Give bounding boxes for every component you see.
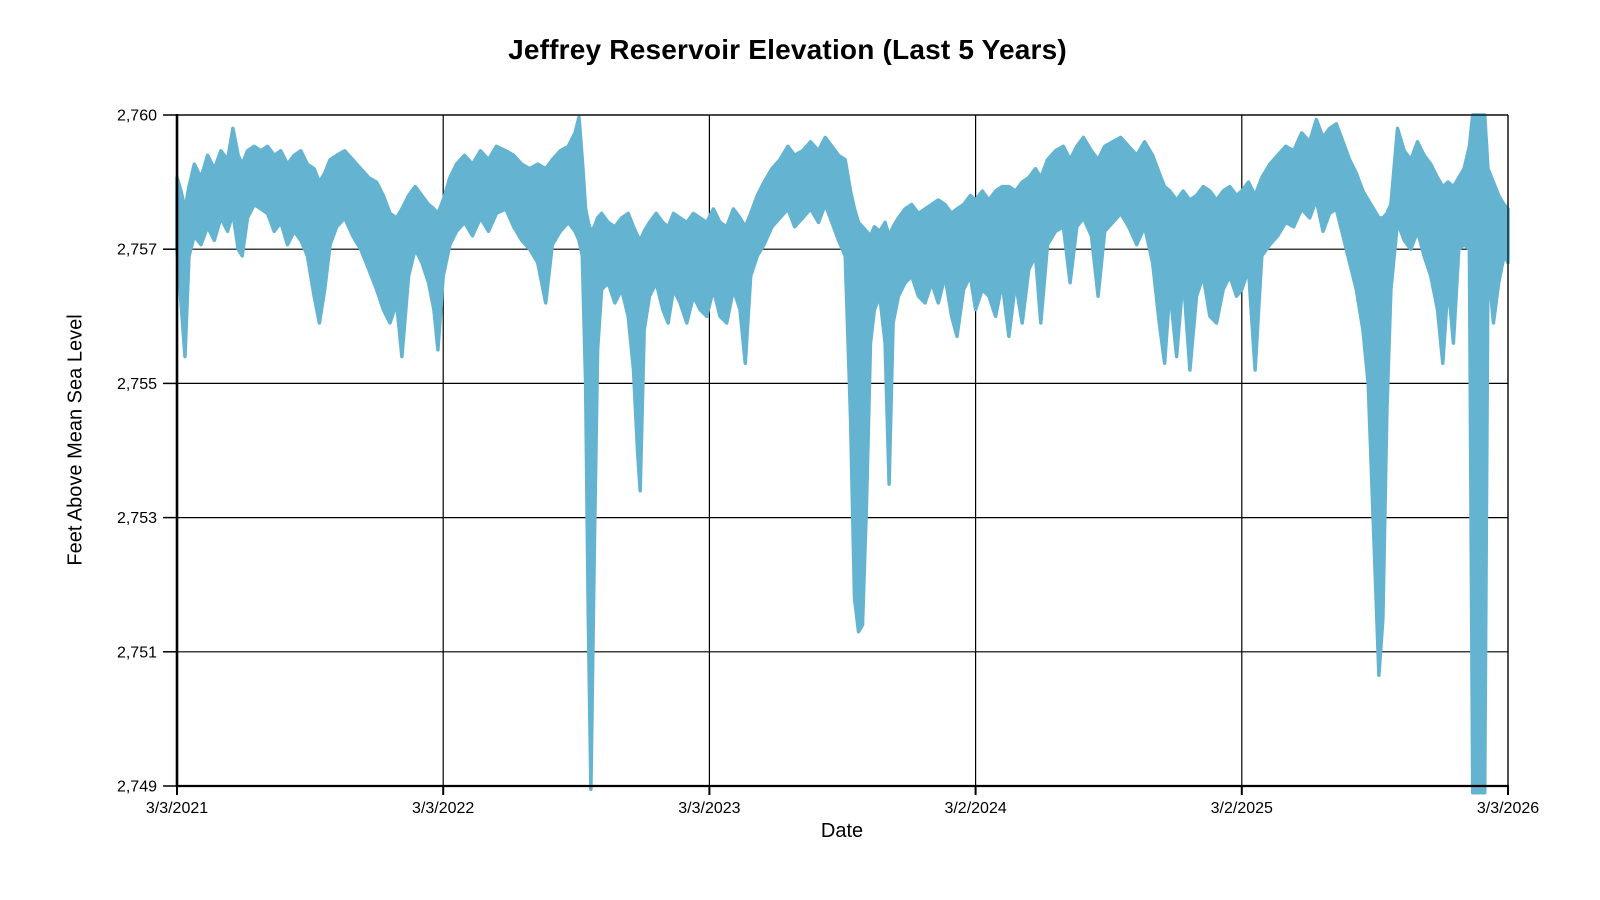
y-tick-label: 2,755 — [117, 376, 157, 393]
x-axis-title: Date — [820, 820, 864, 842]
x-tick-label: 3/3/2022 — [412, 800, 474, 817]
x-tick-label: 3/2/2024 — [944, 800, 1006, 817]
x-tick-label: 3/3/2026 — [1477, 800, 1539, 817]
y-tick-label: 2,757 — [117, 242, 157, 259]
x-tick-label: 3/3/2023 — [678, 800, 740, 817]
x-tick-label: 3/3/2021 — [146, 800, 208, 817]
x-tick-label: 3/2/2025 — [1211, 800, 1273, 817]
y-tick-label: 2,753 — [117, 510, 157, 527]
chart-title: Jeffrey Reservoir Elevation (Last 5 Year… — [508, 34, 1067, 65]
y-tick-label: 2,760 — [117, 108, 157, 125]
elevation-band — [175, 113, 1510, 795]
y-tick-label: 2,751 — [117, 644, 157, 661]
y-tick-label: 2,749 — [117, 779, 157, 796]
